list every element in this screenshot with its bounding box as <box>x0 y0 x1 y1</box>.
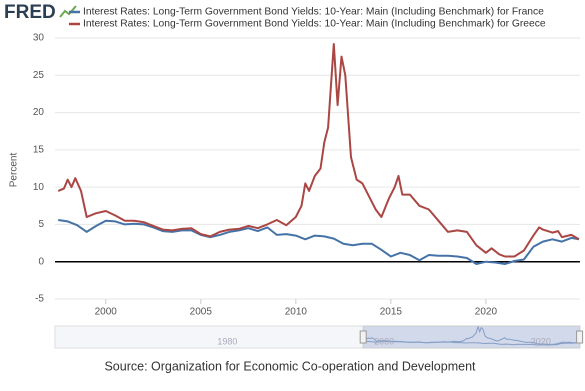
y-tick-label: 0 <box>38 256 44 267</box>
plot-area <box>55 38 580 299</box>
navigator-handle <box>576 330 584 344</box>
x-tick-label: 2015 <box>380 307 403 318</box>
navigator-tick-label: 2000 <box>374 336 394 346</box>
x-tick-label: 2000 <box>95 307 118 318</box>
y-tick-label: 5 <box>38 219 44 230</box>
navigator-line <box>364 324 580 345</box>
navigator-tick-label: 2020 <box>531 336 551 346</box>
legend-label: Interest Rates: Long-Term Government Bon… <box>83 7 544 18</box>
x-tick-label: 2020 <box>475 307 498 318</box>
y-tick-label: 15 <box>33 144 45 155</box>
series-line <box>57 43 580 258</box>
x-tick-label: 2005 <box>190 307 213 318</box>
navigator-handle <box>359 330 367 344</box>
y-tick-label: -5 <box>35 294 44 305</box>
y-tick-label: 30 <box>33 33 45 44</box>
series-line <box>58 219 580 265</box>
x-tick-label: 2010 <box>285 307 308 318</box>
navigator-tick-label: 1980 <box>217 336 237 346</box>
y-tick-label: 25 <box>33 70 45 81</box>
y-tick-label: 20 <box>33 107 45 118</box>
logo: FRED <box>4 2 56 23</box>
y-axis-label: Percent <box>9 153 20 188</box>
legend-label: Interest Rates: Long-Term Government Bon… <box>83 19 546 30</box>
y-tick-label: 10 <box>33 182 45 193</box>
logo-icon <box>59 5 77 18</box>
source: Source: Organization for Economic Co-ope… <box>104 359 476 373</box>
